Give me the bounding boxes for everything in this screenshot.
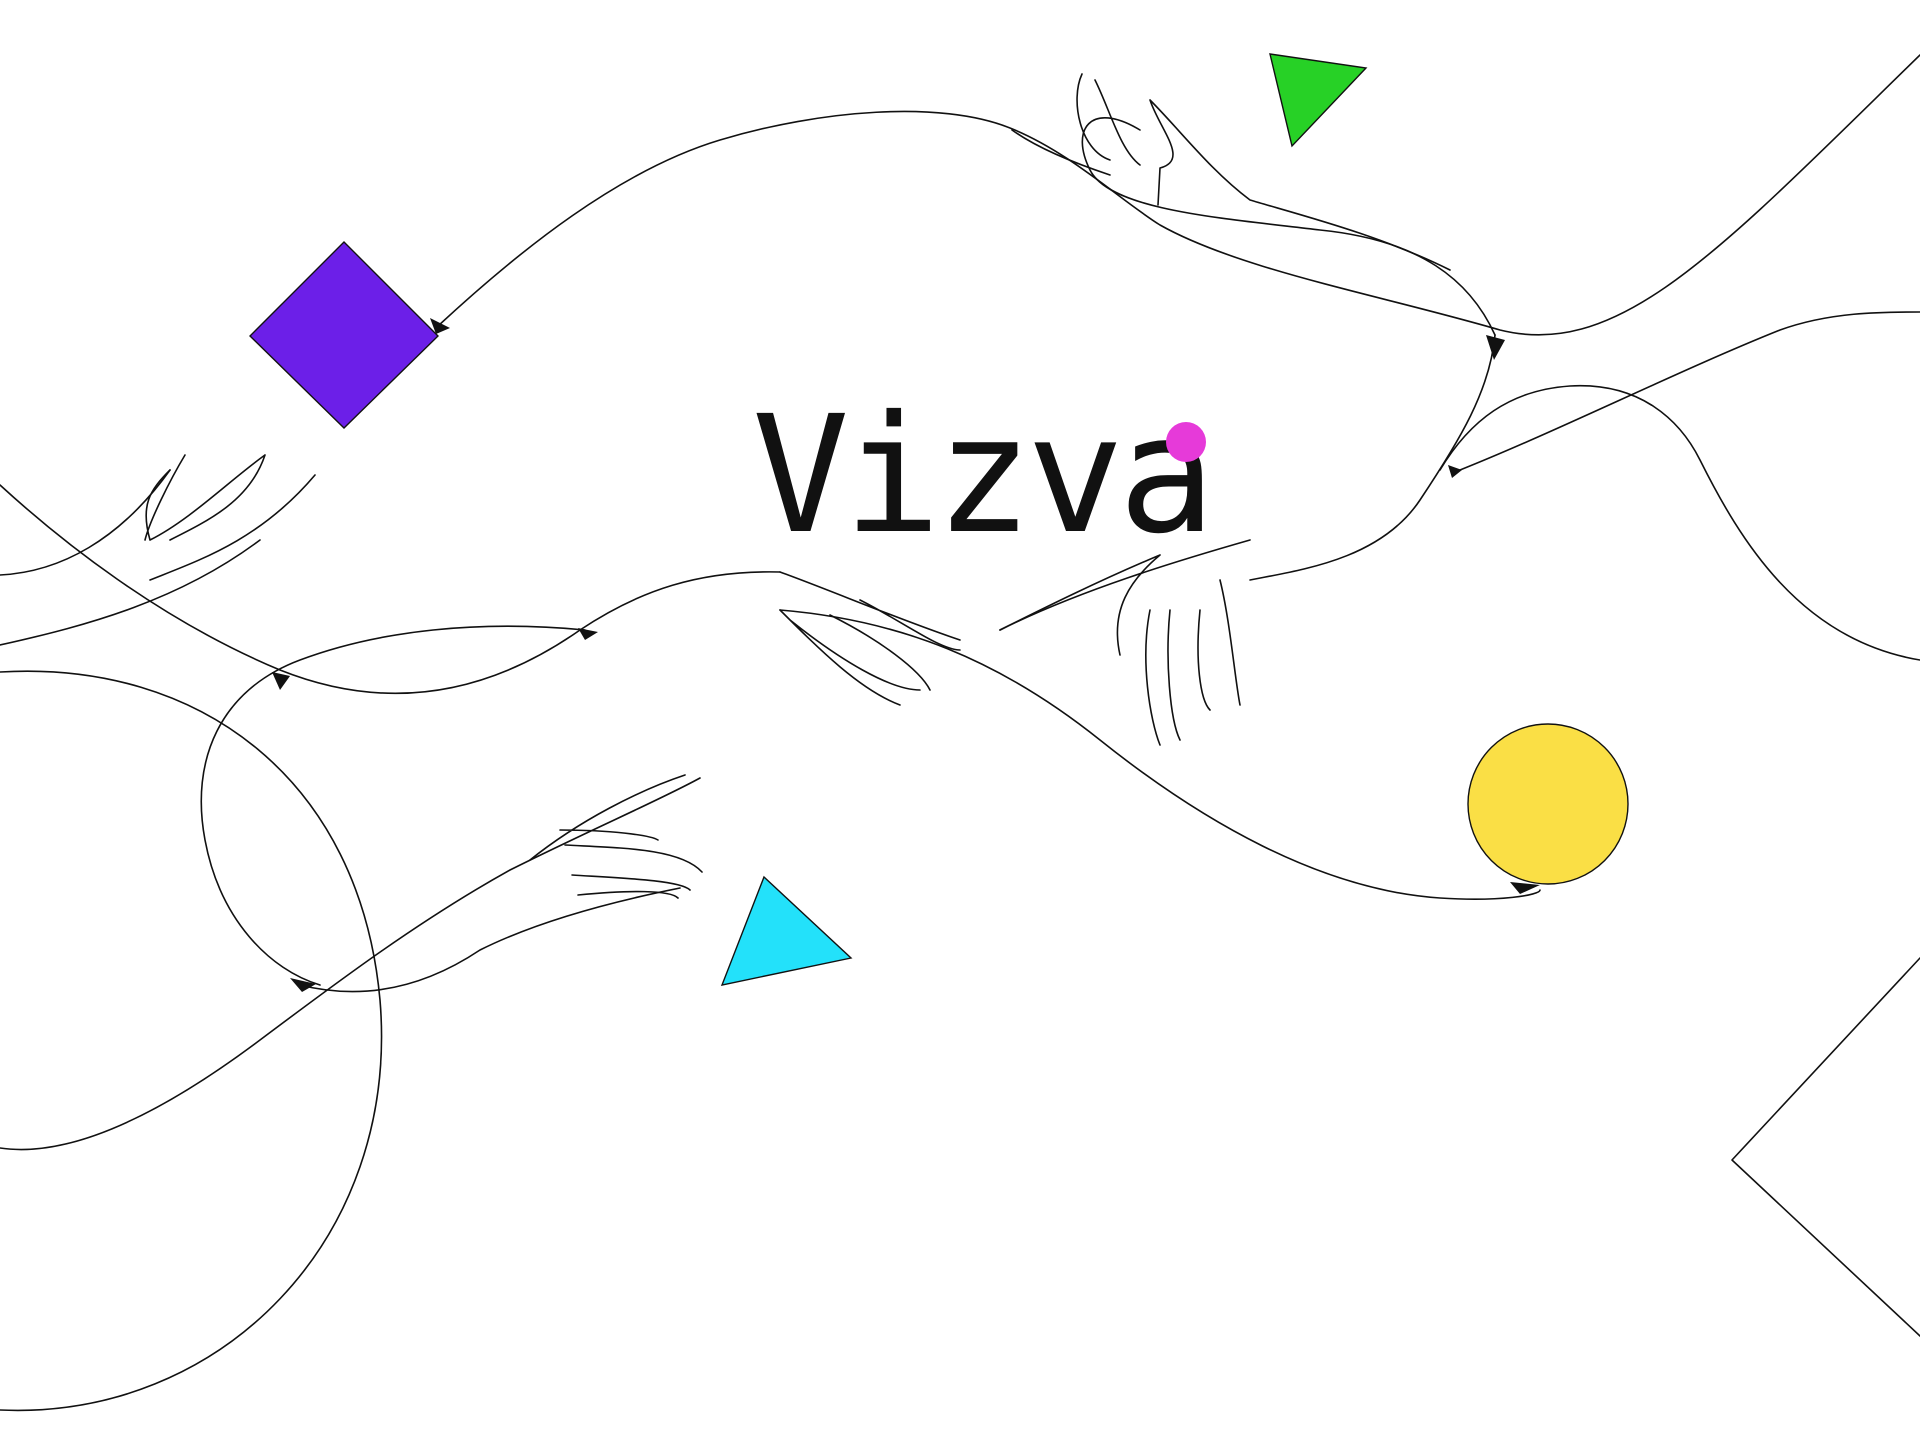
cyan-triangle [720,875,853,986]
flow-line-middle-lower [779,609,1541,900]
hand-center [779,571,961,706]
flow-line-right-loop [1439,384,1920,661]
flow-line-left-loop [200,625,586,986]
brand-logo: Vizva [752,386,1232,566]
knot-middle [578,628,598,640]
flow-line-left-upper [0,469,171,576]
knot-left [272,672,290,690]
hand-left-upper [144,454,316,581]
big-arc-left [0,670,383,1412]
hand-top-center [1011,73,1451,271]
flow-line-upper-loop [1081,117,1496,336]
flow-line-down-right [1249,334,1496,581]
knot-bottom-left [290,978,316,992]
knot-circle [1510,882,1540,894]
brand-wordmark: Vizva [752,382,1216,570]
flow-line-left-mid [0,539,261,646]
brand-dot-icon [1166,422,1206,462]
hand-lower-left [529,774,703,899]
knot-right-lower [1448,465,1462,478]
outline-diamond-corner [1731,957,1920,1337]
flow-line-right [1459,311,1920,471]
flow-line-middle [0,484,781,695]
flow-line-bottom-left [0,777,701,1151]
flow-line-top [437,54,1920,336]
flow-line-bottom-arm [299,887,681,993]
green-triangle [1269,53,1368,148]
hand-center-right [999,554,1241,746]
purple-diamond [249,241,439,429]
yellow-circle [1467,723,1629,885]
knot-diamond [430,318,450,334]
knot-right [1486,335,1505,360]
